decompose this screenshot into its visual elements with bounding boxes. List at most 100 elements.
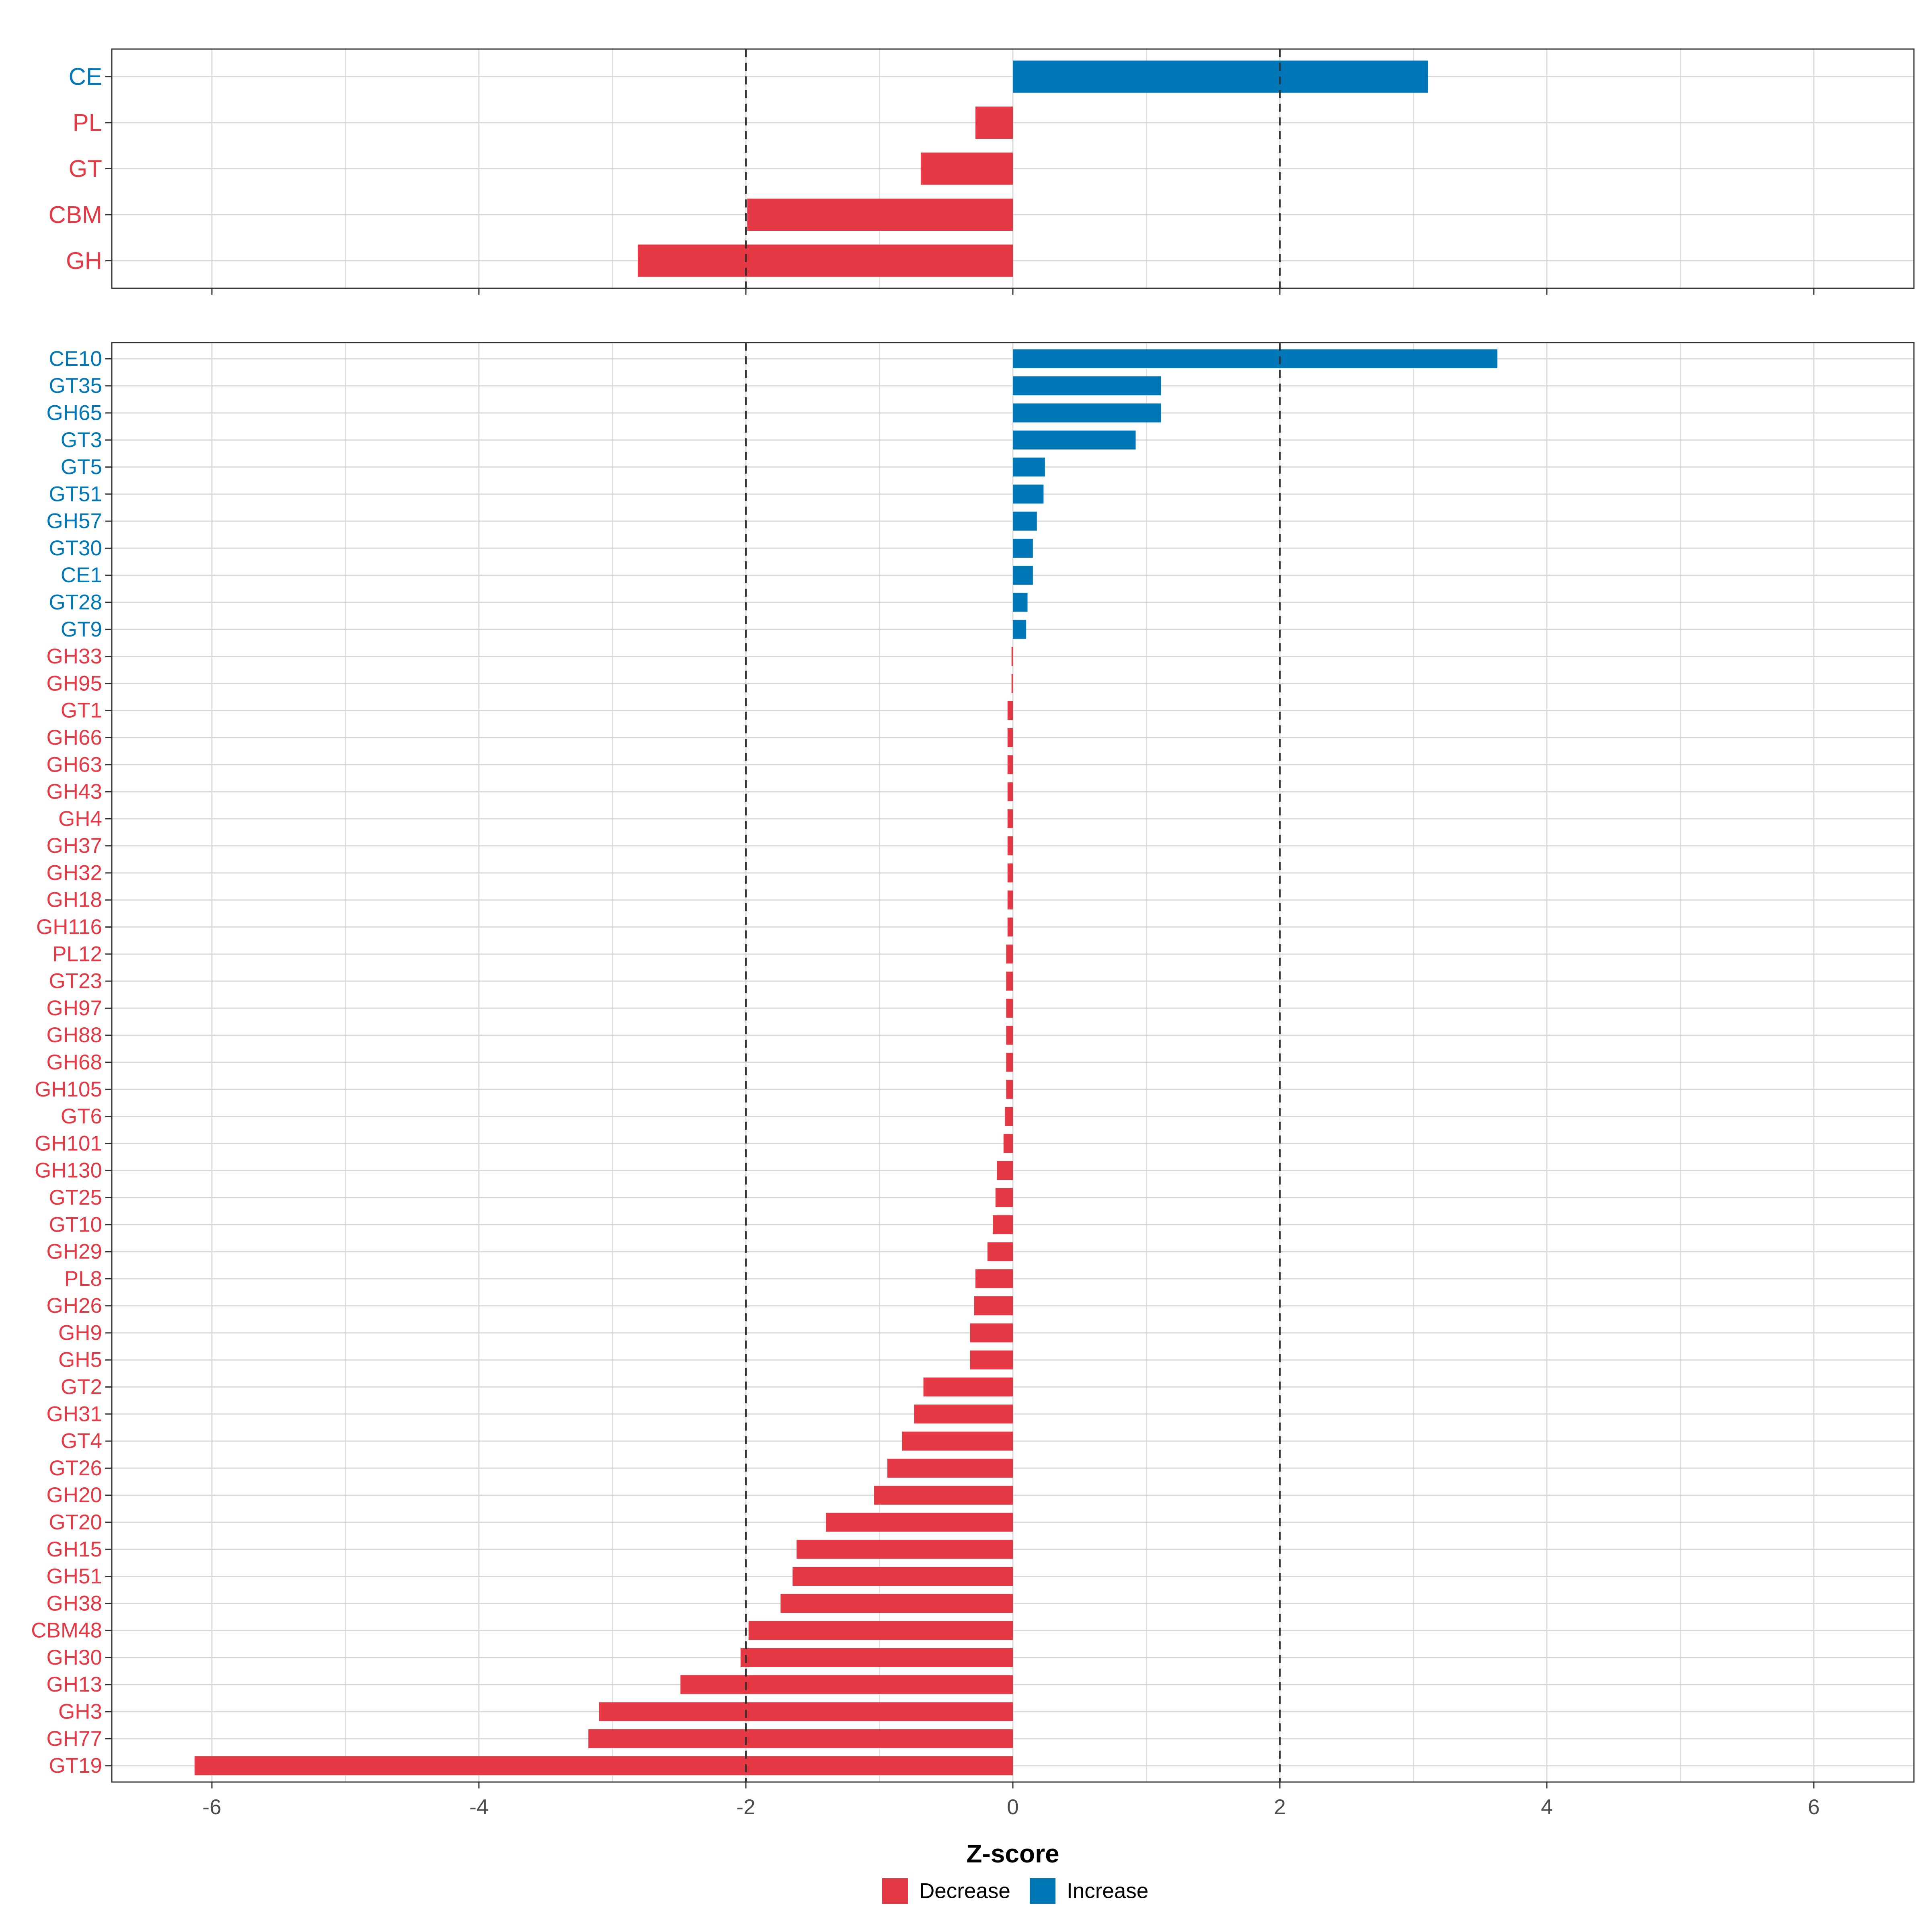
bar-gt30 — [1013, 538, 1033, 558]
bar-gh77 — [588, 1729, 1013, 1748]
y-label-gh65: GH65 — [47, 401, 102, 425]
y-label-gh66: GH66 — [47, 726, 102, 749]
y-label-gt3: GT3 — [61, 428, 102, 452]
y-label-gt25: GT25 — [49, 1186, 102, 1209]
bar-gt25 — [995, 1188, 1013, 1207]
y-label-gh130: GH130 — [35, 1159, 102, 1183]
y-label-gh57: GH57 — [47, 509, 102, 533]
x-tick-label: 6 — [1808, 1795, 1819, 1819]
bar-gt19 — [194, 1756, 1013, 1776]
bar-gh116 — [1007, 917, 1013, 937]
y-label-gh3: GH3 — [58, 1700, 102, 1724]
y-label-gh31: GH31 — [47, 1402, 102, 1426]
y-label-ce: CE — [69, 63, 102, 90]
y-label-pl8: PL8 — [64, 1267, 102, 1291]
legend-label-decrease: Decrease — [919, 1879, 1010, 1903]
y-label-gh4: GH4 — [58, 807, 102, 831]
bar-gh105 — [1006, 1080, 1013, 1099]
bar-gh — [638, 244, 1013, 277]
y-label-gh29: GH29 — [47, 1240, 102, 1264]
bar-cbm48 — [748, 1621, 1013, 1640]
y-label-gh51: GH51 — [47, 1564, 102, 1588]
y-label-gt26: GT26 — [49, 1456, 102, 1480]
bar-gh5 — [970, 1350, 1013, 1369]
y-label-gt2: GT2 — [61, 1375, 102, 1399]
y-label-gh97: GH97 — [47, 996, 102, 1020]
x-tick-label: 4 — [1541, 1795, 1552, 1819]
bar-gh51 — [793, 1567, 1013, 1586]
y-label-gh77: GH77 — [47, 1727, 102, 1751]
bar-gh29 — [987, 1242, 1013, 1261]
y-label-gh26: GH26 — [47, 1294, 102, 1318]
y-label-ce1: CE1 — [61, 563, 102, 587]
y-label-gt19: GT19 — [49, 1754, 102, 1778]
y-label-gh13: GH13 — [47, 1673, 102, 1696]
bar-gt3 — [1013, 430, 1136, 450]
bar-gt4 — [902, 1431, 1013, 1451]
y-label-gh33: GH33 — [47, 645, 102, 668]
x-tick-label: -6 — [202, 1795, 221, 1819]
y-label-gh38: GH38 — [47, 1591, 102, 1615]
bar-gh65 — [1013, 403, 1161, 423]
bar-gt1 — [1007, 701, 1013, 720]
bar-gh57 — [1013, 511, 1037, 531]
y-label-gh5: GH5 — [58, 1348, 102, 1372]
y-label-gh88: GH88 — [47, 1023, 102, 1047]
y-label-ce10: CE10 — [49, 347, 102, 371]
legend-swatch-decrease — [882, 1878, 908, 1904]
x-tick-label: 2 — [1274, 1795, 1285, 1819]
bar-pl — [975, 107, 1013, 139]
y-label-gt28: GT28 — [49, 591, 102, 614]
bar-gh95 — [1011, 674, 1013, 693]
y-label-gt9: GT9 — [61, 618, 102, 641]
y-label-gt10: GT10 — [49, 1213, 102, 1236]
y-label-cbm: CBM — [49, 201, 102, 228]
bar-ce10 — [1013, 349, 1498, 368]
y-label-cbm48: CBM48 — [31, 1619, 102, 1643]
y-label-gt51: GT51 — [49, 482, 102, 506]
y-label-gt35: GT35 — [49, 374, 102, 398]
bar-gt51 — [1013, 485, 1044, 504]
legend-label-increase: Increase — [1067, 1879, 1148, 1903]
bar-ce — [1013, 60, 1428, 93]
bar-gh26 — [974, 1296, 1013, 1316]
bar-gt10 — [993, 1215, 1013, 1234]
y-label-gt4: GT4 — [61, 1429, 102, 1453]
bar-gt6 — [1005, 1107, 1013, 1126]
bar-gt35 — [1013, 376, 1161, 396]
bar-gh18 — [1007, 890, 1013, 910]
bar-cbm — [747, 198, 1013, 231]
y-label-gh105: GH105 — [35, 1078, 102, 1101]
bar-gh32 — [1007, 863, 1013, 883]
y-label-gt30: GT30 — [49, 536, 102, 560]
x-tick-label: -4 — [469, 1795, 488, 1819]
y-label-gt5: GT5 — [61, 455, 102, 479]
y-label-gt1: GT1 — [61, 699, 102, 723]
y-label-gh63: GH63 — [47, 753, 102, 776]
y-label-gh116: GH116 — [36, 915, 102, 939]
bar-gh3 — [599, 1702, 1013, 1721]
legend-swatch-increase — [1030, 1878, 1055, 1904]
y-label-gh43: GH43 — [47, 780, 102, 804]
bar-gt5 — [1013, 457, 1045, 477]
bar-gt2 — [923, 1377, 1013, 1397]
bar-gt — [920, 152, 1013, 185]
bar-gh9 — [970, 1323, 1013, 1343]
bar-gh38 — [780, 1594, 1013, 1613]
y-label-gt: GT — [69, 155, 102, 182]
bar-pl8 — [975, 1269, 1013, 1288]
y-label-gh15: GH15 — [47, 1538, 102, 1561]
y-label-gh101: GH101 — [35, 1131, 102, 1155]
bar-gh68 — [1006, 1053, 1013, 1072]
y-label-gh18: GH18 — [47, 888, 102, 912]
y-label-gt20: GT20 — [49, 1510, 102, 1534]
y-label-pl12: PL12 — [52, 942, 102, 966]
x-axis-title: Z-score — [966, 1839, 1059, 1868]
bar-gh66 — [1007, 728, 1013, 747]
bar-gh88 — [1006, 1026, 1013, 1045]
bar-gh101 — [1003, 1134, 1013, 1153]
bar-gh37 — [1007, 836, 1013, 856]
bar-gt20 — [826, 1513, 1013, 1532]
